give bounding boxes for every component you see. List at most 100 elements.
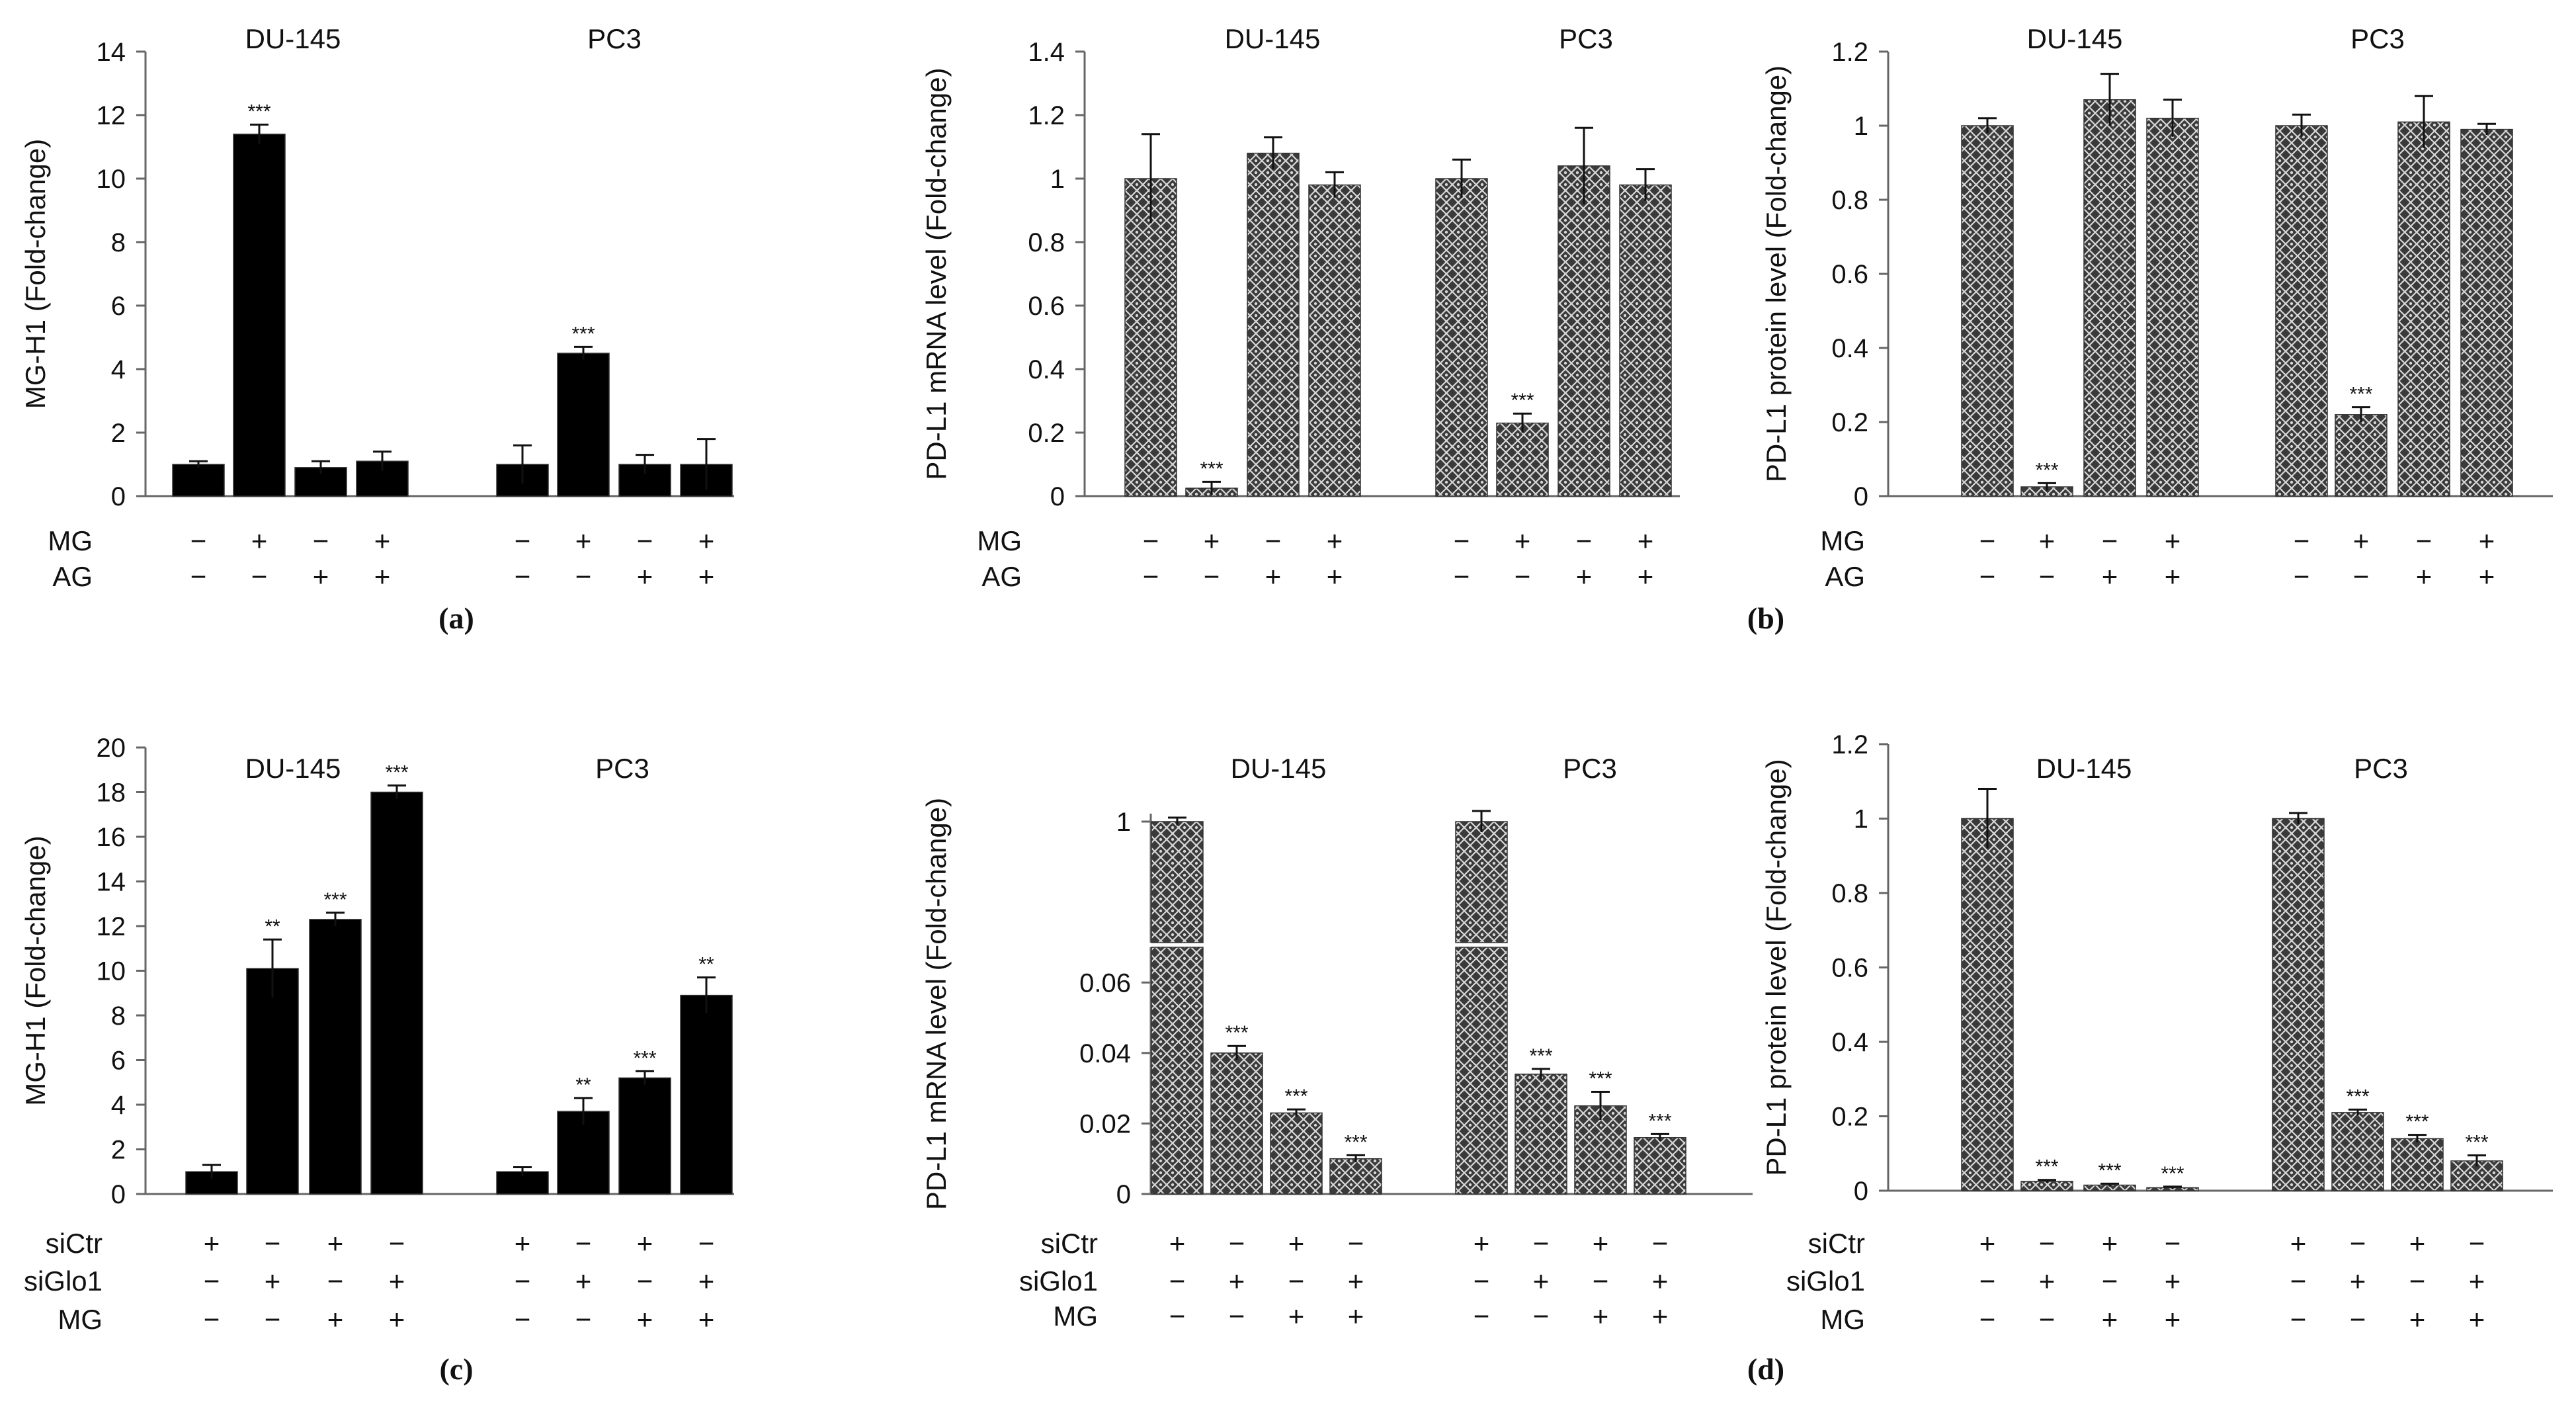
y-tick-label: 1.2	[1831, 730, 1868, 759]
treatment-sign: +	[1515, 525, 1531, 556]
y-tick-label: 18	[97, 779, 126, 808]
significance-label: ***	[2035, 459, 2058, 481]
treatment-sign: +	[2409, 1228, 2426, 1259]
significance-label: **	[265, 916, 280, 937]
y-tick-label: 2	[111, 1136, 126, 1165]
treatment-sign: −	[2039, 1228, 2056, 1259]
bar	[2272, 818, 2325, 1191]
chart-a-mg-h1: 0 2 4 6 8 10 12 14 MG-H1 (Fold-change) DU-145 PC3 *…	[20, 23, 734, 592]
treatment-sign: +	[637, 1304, 653, 1335]
y-axis-label: PD-L1 protein level (Fold-change)	[1761, 65, 1792, 482]
significance-label: ***	[323, 889, 347, 911]
treatment-sign: −	[1533, 1228, 1550, 1259]
treatment-label: siCtr	[1808, 1228, 1865, 1259]
y-tick-label: 4	[111, 355, 126, 384]
significance-label: ***	[1284, 1086, 1308, 1107]
treatment-label: MG	[48, 525, 93, 556]
y-axis-label: MG-H1 (Fold-change)	[20, 835, 51, 1105]
treatment-sign: +	[2469, 1304, 2485, 1335]
bar	[1634, 1136, 1686, 1195]
y-tick-label: 10	[97, 165, 126, 194]
treatment-sign: −	[698, 1228, 715, 1259]
significance-label: ***	[1589, 1068, 1612, 1089]
group-label: DU-145	[1225, 23, 1321, 54]
y-tick-label: 1	[1050, 165, 1065, 194]
treatment-sign: −	[2350, 1304, 2366, 1335]
treatment-sign: −	[2416, 525, 2432, 556]
treatment-label: MG	[1820, 525, 1865, 556]
bar	[2083, 99, 2136, 497]
group-label: PC3	[1559, 23, 1613, 54]
treatment-sign: −	[327, 1265, 344, 1297]
panel-label-d: (d)	[1747, 1352, 1784, 1386]
treatment-sign: +	[2039, 525, 2056, 556]
treatment-sign: +	[575, 1265, 592, 1297]
treatment-sign: +	[698, 561, 715, 592]
treatment-sign: −	[2409, 1265, 2426, 1297]
panel-label-b: (b)	[1747, 601, 1784, 635]
treatment-sign: −	[575, 1228, 592, 1259]
y-tick-label: 0.4	[1028, 355, 1065, 384]
treatment-label: AG	[52, 561, 93, 592]
y-tick-label: 1.2	[1831, 38, 1868, 67]
group-label: DU-145	[1231, 753, 1327, 784]
treatment-label: AG	[1825, 561, 1865, 592]
treatment-sign: −	[1979, 561, 1996, 592]
significance-label: ***	[571, 323, 595, 345]
y-tick-label: 6	[111, 292, 126, 321]
bar	[1435, 178, 1488, 497]
treatment-sign: +	[2416, 561, 2432, 592]
treatment-sign: +	[2479, 525, 2495, 556]
y-tick-label: 20	[97, 734, 126, 763]
bar	[618, 1077, 671, 1195]
bar	[1329, 1158, 1382, 1195]
bar	[2397, 121, 2450, 497]
bar	[1496, 422, 1549, 497]
significance-label: ***	[2405, 1111, 2429, 1133]
treatment-sign: +	[2165, 1304, 2181, 1335]
y-tick-label: 16	[97, 823, 126, 852]
y-tick-label: 14	[97, 38, 126, 67]
bar	[2391, 1138, 2444, 1191]
treatment-sign: +	[1593, 1300, 1609, 1332]
treatment-sign: +	[698, 525, 715, 556]
significance-label: ***	[2035, 1156, 2058, 1178]
treatment-sign: +	[204, 1228, 220, 1259]
treatment-label: AG	[981, 561, 1022, 592]
y-tick-label: 0	[1854, 482, 1868, 511]
treatment-sign: −	[2102, 525, 2118, 556]
treatment-sign: +	[637, 561, 653, 592]
y-tick-label: 6	[111, 1046, 126, 1076]
y-tick-label: 8	[111, 228, 126, 257]
treatment-sign: −	[1169, 1300, 1186, 1332]
treatment-sign: +	[2409, 1304, 2426, 1335]
treatment-sign: −	[1454, 525, 1470, 556]
bar	[1515, 1074, 1567, 1195]
treatment-sign: +	[2469, 1265, 2485, 1297]
treatment-sign: +	[265, 1265, 281, 1297]
treatment-sign: +	[1265, 561, 1282, 592]
treatment-sign: −	[2290, 1265, 2307, 1297]
treatment-sign: +	[327, 1228, 344, 1259]
treatment-sign: −	[1169, 1265, 1186, 1297]
treatment-sign: −	[2039, 561, 2056, 592]
treatment-sign: +	[2102, 1304, 2118, 1335]
y-tick-label: 0.04	[1079, 1039, 1131, 1068]
treatment-sign: −	[1979, 1265, 1996, 1297]
y-axis-label: PD-L1 mRNA level (Fold-change)	[921, 798, 952, 1210]
treatment-sign: −	[204, 1304, 220, 1335]
treatment-sign: +	[1327, 525, 1343, 556]
treatment-sign: −	[2290, 1304, 2307, 1335]
y-tick-label: 0.4	[1831, 1028, 1868, 1057]
treatment-sign: −	[1593, 1265, 1609, 1297]
y-tick-label: 8	[111, 1002, 126, 1031]
treatment-sign: +	[2479, 561, 2495, 592]
treatment-sign: −	[1229, 1228, 1245, 1259]
significance-label: ***	[1225, 1022, 1248, 1044]
significance-label: ***	[2098, 1160, 2121, 1181]
y-tick-label: 0.6	[1028, 292, 1065, 321]
chart-d-mrna: 0 0.02 0.04 0.06 1 PD-L1 mRNA level (Fold-cha…	[921, 753, 1753, 1332]
significance-label: ***	[385, 761, 408, 783]
treatment-sign: +	[2165, 525, 2181, 556]
